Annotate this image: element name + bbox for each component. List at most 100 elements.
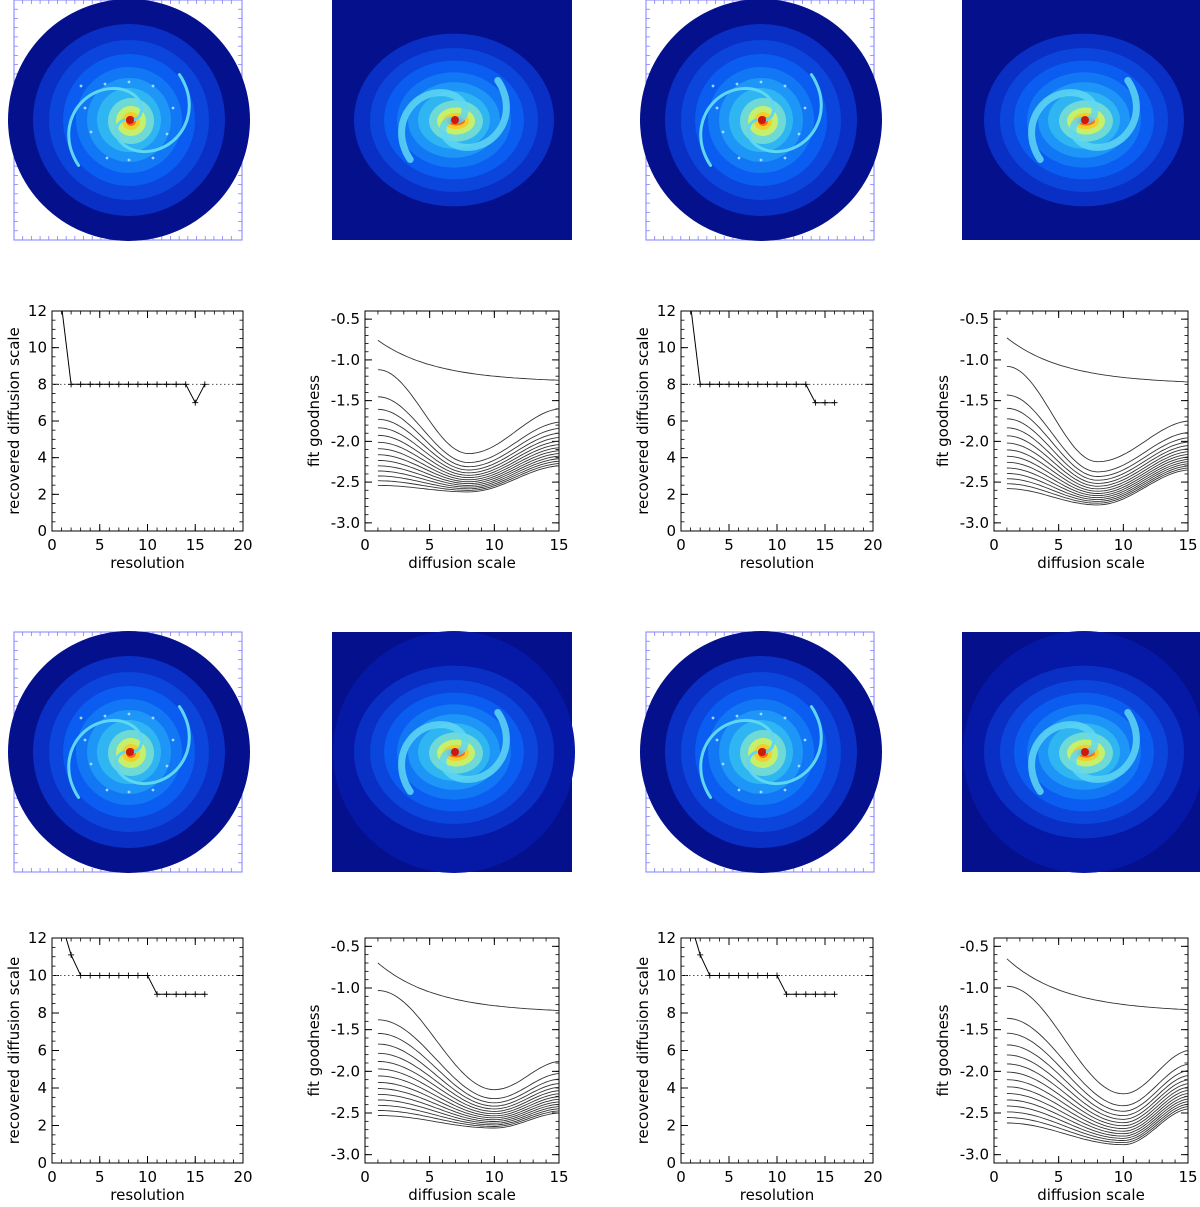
y-tick-label: 10 xyxy=(657,339,676,357)
x-axis-label: resolution xyxy=(740,554,814,572)
source-marker xyxy=(105,788,109,792)
y-tick-label: 4 xyxy=(37,449,47,467)
source-marker xyxy=(89,130,93,134)
goodness-curve xyxy=(1006,958,1189,1011)
y-tick-label: -0.5 xyxy=(331,310,360,328)
source-marker xyxy=(103,714,107,718)
goodness-curve xyxy=(1006,463,1189,501)
y-tick-label: -0.5 xyxy=(960,937,989,955)
y-tick-label: 2 xyxy=(37,1117,47,1135)
x-axis-label: diffusion scale xyxy=(408,554,516,572)
x-tick-label: 20 xyxy=(863,536,882,554)
goodness-curve xyxy=(1006,467,1189,504)
x-tick-label: 15 xyxy=(1178,536,1197,554)
reconstruction-c xyxy=(332,631,575,873)
y-tick-label: -1.0 xyxy=(960,979,989,997)
y-tick-label: 12 xyxy=(657,302,676,320)
x-tick-label: 0 xyxy=(676,1168,686,1186)
recovered-scale-plot-top-2: 0 5 10 15 20 0 2 4 6 8 10 12 resolution recovered dif… xyxy=(634,302,883,572)
recovered-line xyxy=(690,311,835,404)
goodness-curve xyxy=(1006,465,1189,502)
y-tick-label: 6 xyxy=(666,412,676,430)
plot-frame xyxy=(680,310,874,532)
goodness-curve xyxy=(1006,1106,1189,1144)
x-tick-label: 0 xyxy=(47,1168,57,1186)
x-tick-label: 15 xyxy=(1178,1168,1197,1186)
spiral-arm xyxy=(1028,709,1140,795)
goodness-curve xyxy=(1006,449,1189,492)
x-tick-label: 0 xyxy=(676,536,686,554)
x-tick-label: 20 xyxy=(233,536,252,554)
source-marker xyxy=(735,714,739,718)
y-tick-label: -0.5 xyxy=(960,310,989,328)
spiral-arm xyxy=(699,705,823,799)
goodness-curve xyxy=(377,1110,560,1127)
reconstruction-d xyxy=(962,631,1200,873)
goodness-curve xyxy=(377,418,560,471)
core-peak xyxy=(451,748,459,756)
y-tick-label: 0 xyxy=(666,522,676,540)
source-marker xyxy=(165,132,169,136)
source-marker xyxy=(759,790,763,794)
y-tick-label: 4 xyxy=(666,1079,676,1097)
fit-goodness-plot-top-3: 0 5 10 15 -0.5 -1.0 -1.5 -2.0 -2.5 -3.0 diffusion … xyxy=(934,310,1198,572)
goodness-curve xyxy=(1006,1086,1189,1132)
goodness-curve xyxy=(377,427,560,474)
y-tick-label: 10 xyxy=(28,339,47,357)
plot-frame xyxy=(993,310,1189,532)
goodness-curve xyxy=(1006,1079,1189,1130)
x-tick-label: 5 xyxy=(95,1168,105,1186)
goodness-curve xyxy=(377,1068,560,1115)
goodness-curve xyxy=(377,1099,560,1124)
recovered-line xyxy=(65,938,205,995)
source-marker xyxy=(715,106,719,110)
goodness-curve xyxy=(1006,1103,1189,1141)
fit-goodness-plot-top-1: 0 5 10 15 -0.5 -1.0 -1.5 -2.0 -2.5 -3.0 diffusion … xyxy=(305,310,569,572)
core-peak xyxy=(758,116,766,124)
goodness-curve xyxy=(1006,337,1189,383)
y-tick-label: -1.0 xyxy=(960,351,989,369)
goodness-curve xyxy=(377,1081,560,1119)
core-peak xyxy=(1081,748,1089,756)
goodness-curve xyxy=(1006,435,1189,487)
y-tick-label: 2 xyxy=(666,485,676,503)
source-marker xyxy=(151,716,155,720)
x-tick-label: 0 xyxy=(989,1168,999,1186)
fit-goodness-plot-bottom-1: 0 5 10 15 -0.5 -1.0 -1.5 -2.0 -2.5 -3.0 diffusion … xyxy=(305,937,569,1204)
source-marker xyxy=(721,762,725,766)
x-tick-label: 15 xyxy=(815,1168,834,1186)
goodness-curve xyxy=(377,408,560,468)
y-tick-label: 2 xyxy=(37,485,47,503)
x-tick-label: 5 xyxy=(1054,536,1064,554)
goodness-curve xyxy=(377,441,560,479)
source-marker xyxy=(759,158,763,162)
goodness-curve xyxy=(1006,1093,1189,1135)
spiral-arm xyxy=(67,73,191,167)
x-tick-label: 5 xyxy=(724,536,734,554)
goodness-curve xyxy=(377,453,560,485)
goodness-curve xyxy=(1006,1017,1189,1107)
y-axis-label: fit goodness xyxy=(934,1004,952,1096)
goodness-curve xyxy=(377,339,560,381)
y-tick-label: -1.5 xyxy=(960,392,989,410)
x-tick-label: 5 xyxy=(425,1168,435,1186)
y-axis-label: recovered diffusion scale xyxy=(634,957,652,1145)
source-marker xyxy=(79,716,83,720)
fit-goodness-plot-bottom-3: 0 5 10 15 -0.5 -1.0 -1.5 -2.0 -2.5 -3.0 diffusion … xyxy=(934,937,1198,1204)
source-marker xyxy=(127,158,131,162)
y-tick-label: -2.0 xyxy=(960,1062,989,1080)
goodness-curve xyxy=(1006,1098,1189,1137)
model-disk-d xyxy=(640,631,882,873)
goodness-curve xyxy=(1006,442,1189,490)
goodness-curve xyxy=(377,1112,560,1129)
goodness-curve xyxy=(1006,1071,1189,1127)
source-marker xyxy=(783,716,787,720)
x-axis-label: resolution xyxy=(110,554,184,572)
source-marker xyxy=(171,106,175,110)
goodness-curve xyxy=(377,369,560,455)
spiral-arm xyxy=(1028,77,1140,163)
x-tick-label: 15 xyxy=(549,1168,568,1186)
source-marker xyxy=(105,156,109,160)
goodness-curve xyxy=(377,1019,560,1100)
y-tick-label: 12 xyxy=(28,302,47,320)
